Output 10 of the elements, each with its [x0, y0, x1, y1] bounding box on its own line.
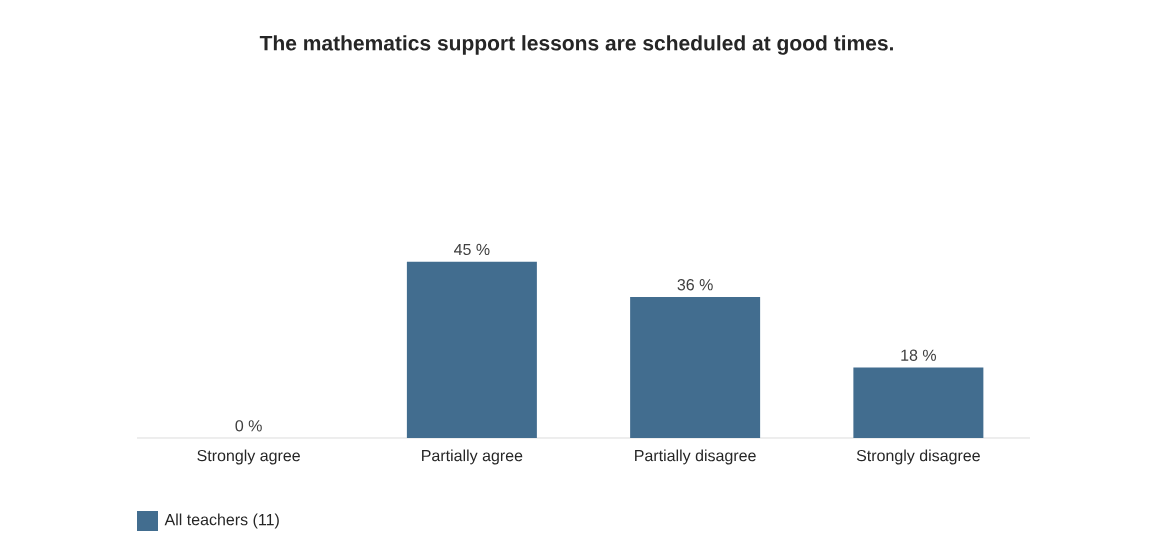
x-tick-label: Strongly disagree: [856, 449, 980, 465]
legend-label: All teachers (11): [164, 513, 279, 529]
data-label: 36 %: [677, 279, 713, 291]
chart-title: The mathematics support lessons are scheduled at good times.: [259, 35, 893, 55]
x-tick-label: Partially agree: [422, 449, 523, 465]
data-label: 18 %: [901, 349, 937, 361]
x-tick-label: Strongly agree: [197, 449, 300, 465]
data-label: 0 %: [235, 420, 262, 432]
data-label: 45 %: [454, 243, 490, 256]
x-tick-label: Partially disagree: [635, 449, 756, 465]
